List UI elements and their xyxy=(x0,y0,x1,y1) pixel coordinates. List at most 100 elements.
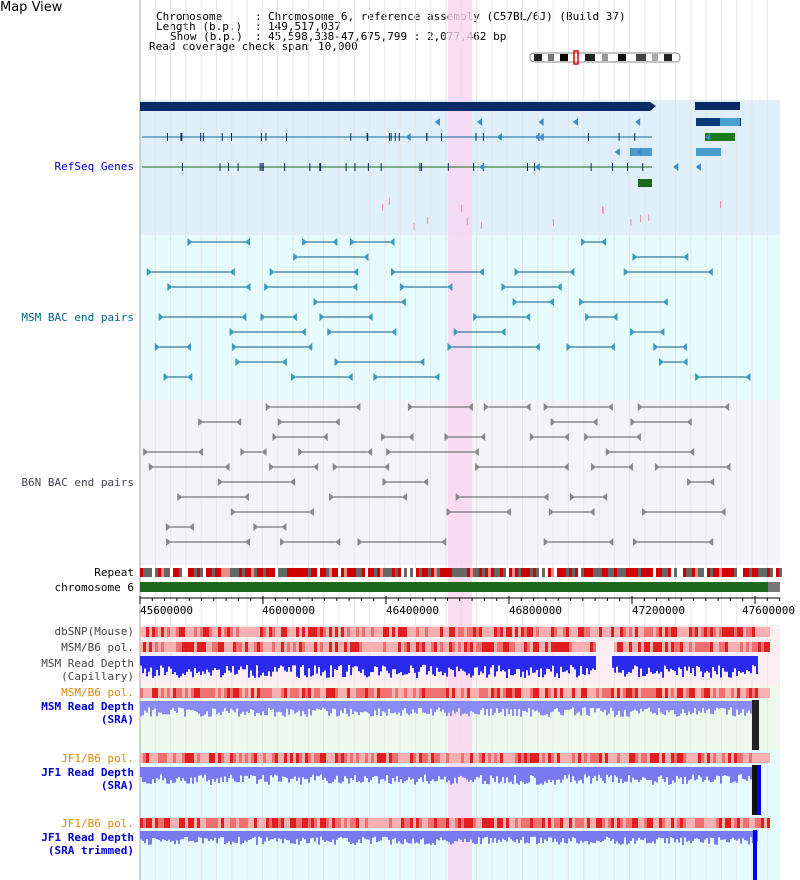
dbsnp-cell xyxy=(146,627,149,637)
msm-pol-sra-cell xyxy=(659,688,662,698)
msm-depth-capillary-bar xyxy=(148,656,150,672)
msm-pol-cell xyxy=(704,642,707,652)
msm-pol-cell xyxy=(143,642,146,652)
dbsnp-cell xyxy=(596,627,599,637)
msm-depth-sra-bar xyxy=(678,701,680,717)
msm-pol-cell xyxy=(206,642,209,652)
msm-pol-sra-cell xyxy=(266,688,269,698)
jf1-depth-sra-bar xyxy=(750,767,752,780)
repeat-block xyxy=(248,568,251,577)
jf1-pol-cell xyxy=(644,753,647,763)
jf1-depth-sra-bar xyxy=(674,767,676,783)
jf1-depth-sra-bar xyxy=(728,767,730,777)
dbsnp-cell xyxy=(707,627,710,637)
jf1-depth-sra-bar xyxy=(564,767,566,776)
jf1-pol-cell xyxy=(680,753,683,763)
jf1-depth-sra-bar xyxy=(384,767,386,781)
msm-depth-capillary-bar xyxy=(746,656,748,670)
msm-depth-sra-bar xyxy=(462,701,464,714)
msm-pol-cell xyxy=(656,642,659,652)
jf1-depth-sra-bar xyxy=(308,767,310,783)
msm-pol-sra-cell xyxy=(515,688,518,698)
jf1-depth-sra-bar xyxy=(280,767,282,782)
dbsnp-cell xyxy=(239,627,242,637)
repeat-block xyxy=(674,568,677,577)
jf1-depth-trim-bar xyxy=(274,831,276,838)
jf1-depth-sra-bar xyxy=(154,767,156,783)
msm-pol-cell xyxy=(254,642,257,652)
jf1-depth-sra-bar xyxy=(724,767,726,776)
jf1-pol-cell xyxy=(536,753,539,763)
repeat-block xyxy=(611,568,614,577)
msm-depth-sra-bar xyxy=(412,701,414,710)
jf1-pol-cell xyxy=(521,753,524,763)
msm-depth-sra-bar xyxy=(354,701,356,712)
msm-depth-capillary-bar xyxy=(536,656,538,670)
repeat-block xyxy=(206,568,209,577)
b6n-bac-pair-arrow xyxy=(272,433,278,441)
jf1-pol2-cell xyxy=(608,818,611,828)
msm-pol-sra-cell xyxy=(413,688,416,698)
jf1-pol-cell xyxy=(353,753,356,763)
msm-pol-cell xyxy=(626,642,629,652)
msm-pol-sra-cell xyxy=(281,688,284,698)
jf1-depth-trim-bar xyxy=(696,831,698,839)
dbsnp-cell xyxy=(149,627,152,637)
msm-depth-capillary-bar xyxy=(174,656,176,673)
msm-pol-cell xyxy=(695,642,698,652)
msm-pol-cell xyxy=(221,642,224,652)
msm-depth-sra-bar xyxy=(266,701,268,715)
jf1-depth-trim-bar xyxy=(384,831,386,837)
dbsnp-cell xyxy=(437,627,440,637)
jf1-pol-cell xyxy=(569,753,572,763)
msm-depth-capillary-bar xyxy=(288,656,290,668)
msm-pol-cell xyxy=(407,642,410,652)
repeat-block xyxy=(503,568,506,577)
jf1-depth-sra-bar xyxy=(378,767,380,784)
msm-depth-sra-bar xyxy=(446,701,448,717)
jf1-depth-trim-bar xyxy=(516,831,518,840)
msm-pol-sra-cell xyxy=(260,688,263,698)
msm-bac-pair-arrow xyxy=(300,328,306,336)
msm-pol-cell xyxy=(164,642,167,652)
msm-pol-cell xyxy=(209,642,212,652)
b6n-bac-pair-arrow xyxy=(148,463,154,471)
b6n-bac-pair-arrow xyxy=(367,448,373,456)
msm-depth-sra-bar xyxy=(232,701,234,711)
msm-pol-cell xyxy=(158,642,161,652)
msm-pol-cell xyxy=(740,642,743,652)
msm-pol-sra-cell xyxy=(668,688,671,698)
jf1-pol2-cell xyxy=(512,818,515,828)
msm-pol-cell xyxy=(167,642,170,652)
jf1-pol2-cell xyxy=(449,818,452,828)
msm-pol-sra-cell xyxy=(275,688,278,698)
msm-pol-sra-cell xyxy=(734,688,737,698)
jf1-depth-sra-bar xyxy=(520,767,522,781)
msm-depth-sra-bar xyxy=(298,701,300,711)
msm-depth-capillary-bar xyxy=(184,656,186,676)
repeat-block xyxy=(497,568,500,577)
dbsnp-cell xyxy=(467,627,470,637)
jf1-depth-sra-bar xyxy=(228,767,230,778)
repeat-block xyxy=(746,568,749,577)
msm-pol-sra-cell xyxy=(368,688,371,698)
msm-depth-capillary-bar xyxy=(372,656,374,673)
jf1-depth-sra-bar xyxy=(416,767,418,782)
jf1-depth-trim-bar xyxy=(166,831,168,842)
b6n-bac-label: B6N BAC end pairs xyxy=(21,476,134,489)
msm-depth-capillary-bar xyxy=(150,656,152,668)
jf1-pol-cell xyxy=(299,753,302,763)
msm-pol-sra-cell xyxy=(320,688,323,698)
jf1-depth-sra-bar xyxy=(170,767,172,781)
jf1-depth-trim-bar xyxy=(560,831,562,843)
msm-depth-sra-bar xyxy=(436,701,438,710)
repeat-block xyxy=(176,568,179,577)
repeat-block xyxy=(179,568,182,577)
jf1-pol2-cell xyxy=(704,818,707,828)
msm-bac-pair-arrow xyxy=(473,313,479,321)
msm-pol-sra-cell xyxy=(251,688,254,698)
jf1-depth-trim-bar xyxy=(372,831,374,838)
jf1-pol-cell xyxy=(179,753,182,763)
msm-pol-cell xyxy=(587,642,590,652)
